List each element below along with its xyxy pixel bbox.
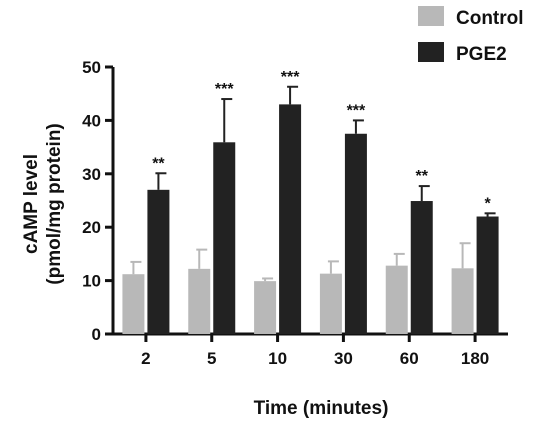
significance-marker: *** [215,81,234,98]
x-tick-label: 2 [141,349,150,368]
bar-control [385,265,408,334]
legend: Control PGE2 [418,6,524,65]
x-tick-label: 60 [400,349,419,368]
y-tick-label: 30 [82,165,101,184]
bar-control [254,281,277,334]
significance-marker: * [484,195,491,212]
y-tick-label: 0 [92,325,101,344]
y-axis-title-line-2: (pmol/mg protein) [44,123,65,284]
bar-control [188,268,211,334]
significance-marker: ** [416,168,429,185]
bar-control [319,273,342,334]
legend-label-control: Control [456,8,524,29]
bar-pge2 [213,142,236,334]
significance-marker: ** [152,155,165,172]
y-tick-label: 40 [82,111,101,130]
y-tick-label: 20 [82,218,101,237]
bar-pge2 [279,104,302,334]
legend-swatch-pge2 [418,42,444,62]
y-tick-label: 10 [82,272,101,291]
plot-area: 0 10 20 30 40 50 2 ** 5 *** 10 *** 30 *** 60 ** 180 * [82,58,508,368]
legend-label-pge2: PGE2 [456,44,507,65]
y-tick-label: 50 [82,58,101,77]
x-tick-label: 5 [207,349,216,368]
bar-control [122,274,145,334]
x-axis-title: Time (minutes) [254,398,389,419]
significance-marker: *** [347,102,366,119]
bar-pge2 [147,189,170,334]
x-tick-label: 10 [268,349,287,368]
y-axis-title-line-1: cAMP level [21,154,42,254]
bar-pge2 [410,201,433,334]
legend-swatch-control [418,6,444,26]
bar-control [451,268,474,334]
x-tick-label: 180 [461,349,489,368]
x-tick-label: 30 [334,349,353,368]
significance-marker: *** [281,69,300,86]
bar-pge2 [344,133,367,334]
bar-pge2 [476,216,499,334]
